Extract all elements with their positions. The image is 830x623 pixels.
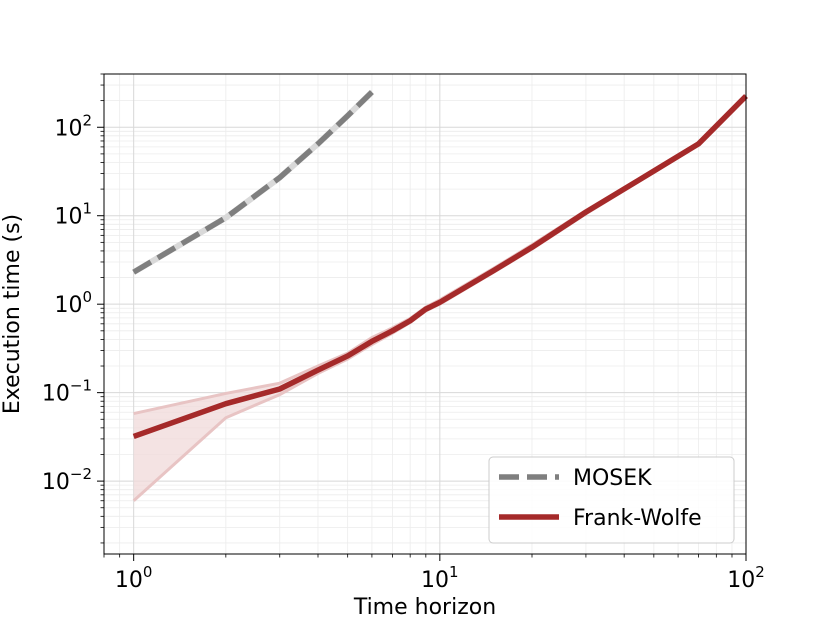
y-axis-ticks: 10−2 10−1 100 101 102 bbox=[42, 73, 104, 544]
y-tick-label: 102 bbox=[54, 111, 92, 141]
band-mosek bbox=[133, 89, 372, 274]
line-mosek-underlay bbox=[132, 89, 375, 275]
line-frank-wolfe bbox=[132, 94, 748, 440]
legend: MOSEK Frank-Wolfe bbox=[488, 456, 735, 544]
legend-label: MOSEK bbox=[573, 466, 652, 491]
y-tick-label: 101 bbox=[54, 200, 92, 230]
y-axis-label: Execution time (s) bbox=[0, 214, 25, 414]
y-tick-label: 100 bbox=[54, 288, 92, 318]
legend-box bbox=[488, 456, 735, 544]
line-mosek bbox=[132, 90, 374, 275]
y-tick-label: 10−2 bbox=[42, 465, 92, 495]
series-lines bbox=[132, 89, 748, 440]
plot-area-frame bbox=[103, 73, 747, 555]
x-tick-label: 102 bbox=[727, 563, 765, 593]
y-tick-label: 10−1 bbox=[42, 377, 92, 407]
x-axis-ticks: 100 101 102 bbox=[103, 554, 765, 593]
x-tick-label: 100 bbox=[115, 563, 153, 593]
x-axis-label: Time horizon bbox=[353, 595, 496, 620]
x-tick-label: 101 bbox=[421, 563, 459, 593]
legend-label: Frank-Wolfe bbox=[573, 506, 702, 531]
